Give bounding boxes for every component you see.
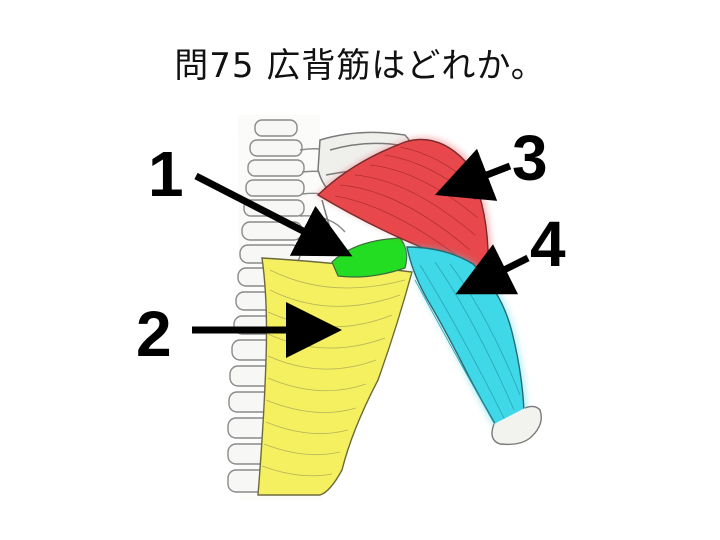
label-1: 1 xyxy=(148,138,184,210)
arrow-3 xyxy=(434,148,512,201)
question-title: 問75 広背筋はどれか。 xyxy=(174,46,546,86)
region-1 xyxy=(331,237,408,278)
label-3: 3 xyxy=(512,122,548,194)
label-2: 2 xyxy=(136,298,172,370)
arrow-4 xyxy=(455,244,530,295)
label-4: 4 xyxy=(530,208,566,280)
region-2 xyxy=(257,257,413,496)
region-4 xyxy=(405,245,542,446)
arrow-1 xyxy=(194,172,353,257)
